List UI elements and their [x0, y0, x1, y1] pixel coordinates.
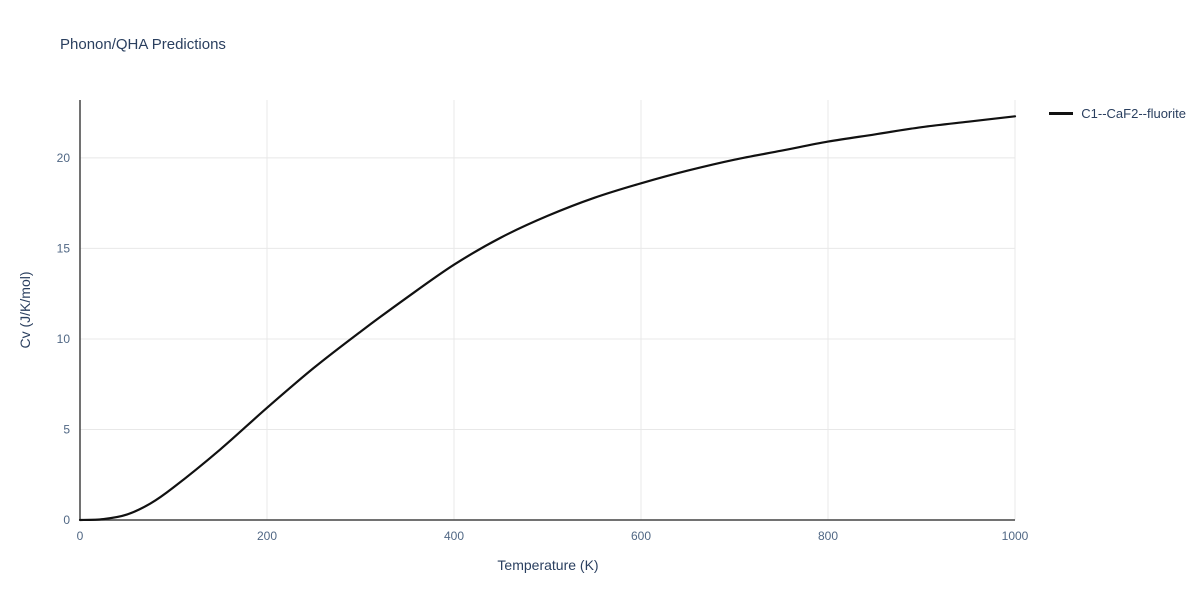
- x-tick-label: 1000: [1002, 529, 1029, 543]
- legend[interactable]: C1--CaF2--fluorite: [1049, 106, 1186, 121]
- x-tick-label: 800: [818, 529, 838, 543]
- legend-line-sample: [1049, 112, 1074, 115]
- legend-series-label: C1--CaF2--fluorite: [1081, 106, 1186, 121]
- y-tick-label: 15: [57, 241, 71, 255]
- y-tick-label: 20: [57, 151, 71, 165]
- y-tick-label: 10: [57, 332, 71, 346]
- y-tick-label: 0: [63, 513, 70, 527]
- x-tick-label: 400: [444, 529, 464, 543]
- chart-title: Phonon/QHA Predictions: [60, 36, 226, 53]
- y-axis-title: Cv (J/K/mol): [17, 271, 33, 349]
- y-tick-label: 5: [63, 423, 70, 437]
- x-tick-label: 600: [631, 529, 651, 543]
- x-tick-label: 0: [77, 529, 84, 543]
- series-line-0: [78, 115, 1017, 522]
- x-axis-title: Temperature (K): [497, 557, 599, 573]
- x-tick-label: 200: [257, 529, 277, 543]
